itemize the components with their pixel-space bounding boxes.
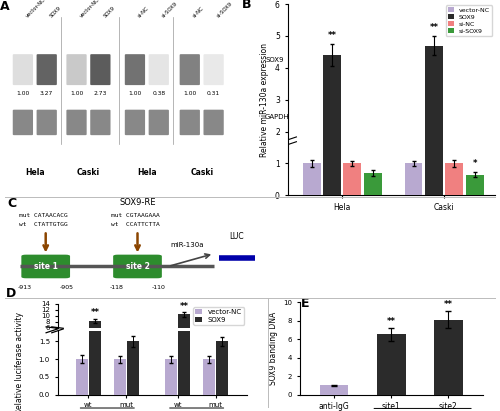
Text: A: A [0, 0, 10, 13]
FancyBboxPatch shape [12, 54, 33, 85]
FancyBboxPatch shape [113, 255, 162, 278]
Text: mut CGTAAGAAA: mut CGTAAGAAA [110, 212, 160, 217]
Bar [344, 164, 361, 195]
FancyBboxPatch shape [36, 54, 57, 85]
Text: **: ** [387, 316, 396, 326]
Bar [127, 342, 139, 395]
Text: wt  CTATTGTGG: wt CTATTGTGG [19, 222, 68, 227]
Bar [89, 321, 101, 345]
Text: SOX9: SOX9 [49, 5, 62, 18]
Text: mut CATAACACG: mut CATAACACG [19, 212, 68, 217]
Text: 1.00: 1.00 [128, 92, 141, 97]
FancyBboxPatch shape [22, 255, 70, 278]
Text: si-SOX9: si-SOX9 [161, 1, 179, 18]
Bar [178, 26, 190, 395]
Text: 1.00: 1.00 [183, 92, 196, 97]
Text: -905: -905 [60, 285, 74, 290]
Text: -118: -118 [110, 285, 124, 290]
FancyBboxPatch shape [204, 54, 224, 85]
Y-axis label: SOX9 banding DNA: SOX9 banding DNA [269, 312, 278, 385]
Bar [76, 359, 88, 395]
Bar [216, 341, 228, 345]
FancyBboxPatch shape [36, 110, 57, 135]
FancyBboxPatch shape [66, 54, 86, 85]
Text: SOX9-RE: SOX9-RE [120, 198, 156, 206]
Bar [127, 341, 139, 345]
Text: 1.00: 1.00 [70, 92, 83, 97]
FancyBboxPatch shape [90, 110, 110, 135]
Bar [203, 359, 215, 395]
Bar [466, 175, 483, 195]
Text: site 1: site 1 [34, 262, 58, 271]
Y-axis label: Relative miR-130a expression: Relative miR-130a expression [260, 43, 270, 157]
Bar [377, 335, 406, 395]
Text: 0.38: 0.38 [152, 92, 166, 97]
FancyBboxPatch shape [66, 110, 86, 135]
FancyBboxPatch shape [148, 54, 169, 85]
Bar [425, 46, 443, 195]
Text: D: D [6, 287, 16, 300]
Bar [178, 314, 190, 345]
Text: 0.31: 0.31 [207, 92, 220, 97]
Text: E: E [301, 298, 310, 310]
Bar [434, 320, 462, 395]
Text: Hela: Hela [137, 168, 156, 177]
Bar [323, 55, 341, 195]
Text: **: ** [90, 308, 100, 317]
Text: si-NC: si-NC [192, 5, 205, 18]
Bar [114, 359, 126, 395]
Bar [165, 342, 177, 345]
FancyBboxPatch shape [180, 54, 200, 85]
FancyBboxPatch shape [148, 110, 169, 135]
Bar [364, 173, 382, 195]
Text: 2.73: 2.73 [94, 92, 107, 97]
Bar [404, 164, 422, 195]
Bar [203, 342, 215, 345]
Text: **: ** [180, 302, 189, 311]
Text: LUC: LUC [230, 232, 244, 241]
Text: 1.00: 1.00 [16, 92, 30, 97]
Text: SOX9: SOX9 [265, 57, 283, 62]
Text: Hela: Hela [25, 168, 44, 177]
Text: si-NC: si-NC [138, 5, 150, 18]
Bar [320, 386, 348, 395]
Bar [216, 342, 228, 395]
Legend: vector-NC, SOX9, si-NC, si-SOX9: vector-NC, SOX9, si-NC, si-SOX9 [446, 5, 492, 36]
Text: -913: -913 [18, 285, 32, 290]
Bar [302, 164, 320, 195]
Text: Relative luciferase activity: Relative luciferase activity [16, 312, 24, 411]
Text: **: ** [444, 300, 453, 309]
Text: vector-NC: vector-NC [79, 0, 100, 18]
Bar [165, 359, 177, 395]
FancyBboxPatch shape [125, 54, 145, 85]
Text: Caski: Caski [77, 168, 100, 177]
Text: vector-NC: vector-NC [26, 0, 47, 18]
Text: si-SOX9: si-SOX9 [216, 1, 234, 18]
Text: wt  CCATTCTTA: wt CCATTCTTA [110, 222, 160, 227]
FancyBboxPatch shape [204, 110, 224, 135]
Legend: vector-NC, SOX9: vector-NC, SOX9 [193, 307, 244, 325]
Text: miR-130a: miR-130a [170, 242, 204, 247]
FancyBboxPatch shape [90, 54, 110, 85]
Text: 3.27: 3.27 [40, 92, 54, 97]
FancyBboxPatch shape [125, 110, 145, 135]
Text: **: ** [430, 23, 438, 32]
Bar [114, 342, 126, 345]
Text: -110: -110 [152, 285, 166, 290]
Text: **: ** [328, 31, 336, 40]
Text: SOX9: SOX9 [103, 5, 116, 18]
Text: site 2: site 2 [126, 262, 150, 271]
Bar [89, 104, 101, 395]
Text: Caski: Caski [190, 168, 214, 177]
FancyBboxPatch shape [180, 110, 200, 135]
Bar [76, 342, 88, 345]
Text: GAPDH: GAPDH [265, 114, 290, 120]
Text: *: * [472, 159, 477, 168]
FancyBboxPatch shape [12, 110, 33, 135]
Bar [446, 164, 463, 195]
Text: C: C [8, 197, 16, 210]
Text: B: B [242, 0, 252, 12]
